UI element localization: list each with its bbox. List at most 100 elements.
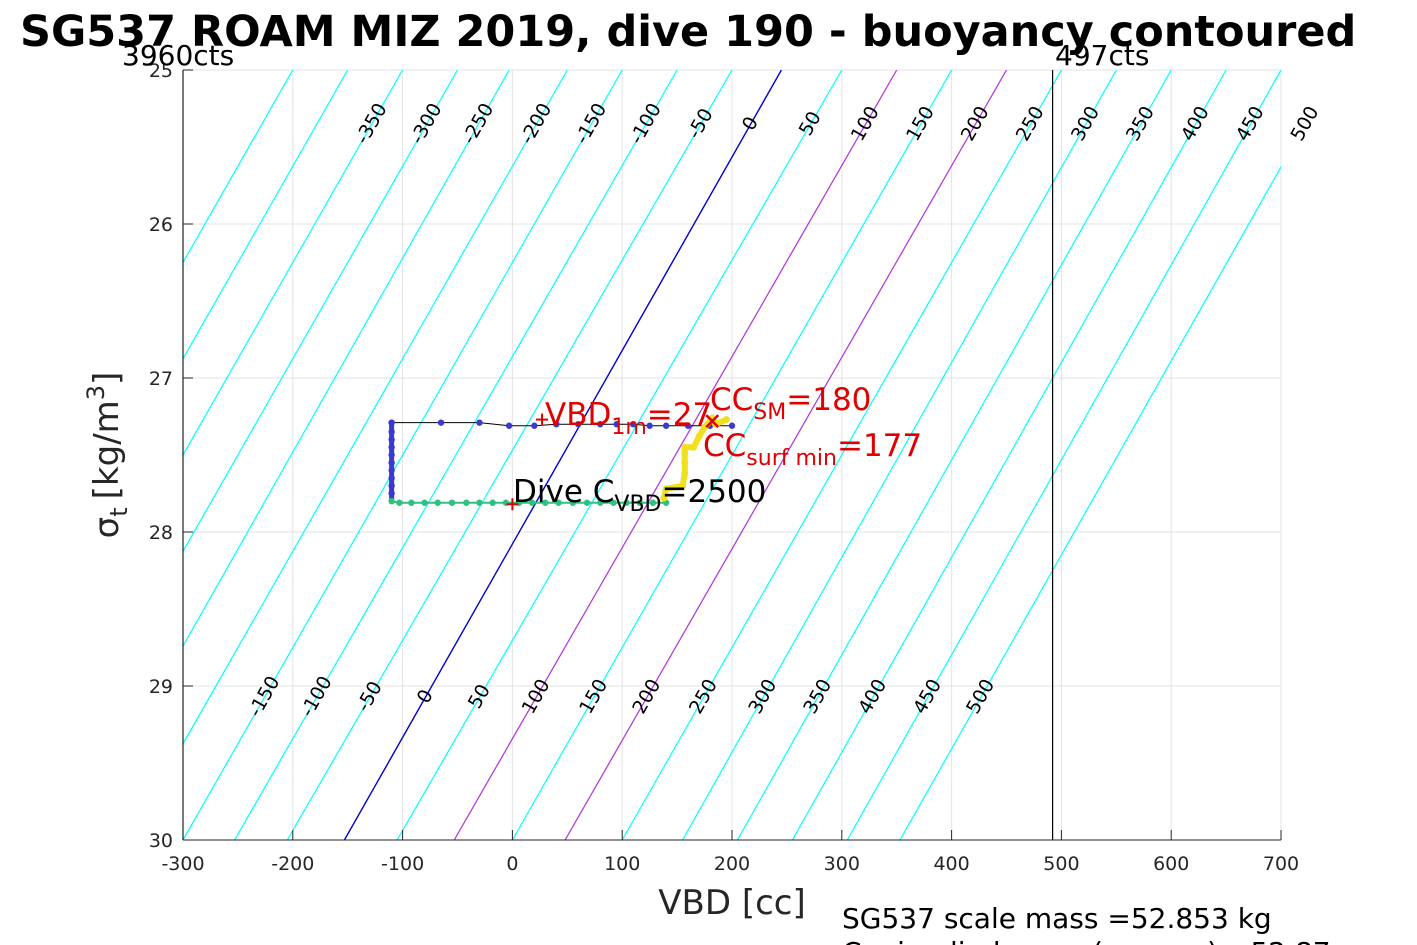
dive-point <box>388 428 395 436</box>
cc-sm-sub: SM <box>753 400 786 425</box>
dive-point <box>646 422 653 429</box>
axes: -300 -200 -100 0 100 200 300 400 500 600 700 25 26 27… <box>149 60 1299 875</box>
x-tick-label: 200 <box>714 853 750 875</box>
vbd-1m-main: VBD <box>545 397 611 433</box>
contour-line <box>621 70 1062 840</box>
surface-point <box>660 494 668 502</box>
vbd-1m-sub: 1m <box>611 415 646 440</box>
x-axis-label: VBD [cc] <box>658 883 806 923</box>
dive-point <box>388 459 395 466</box>
surface-point <box>662 485 670 493</box>
y-label-sup: 3 <box>82 385 110 400</box>
contour-line <box>183 70 294 264</box>
dive-point <box>597 421 604 428</box>
y-label-close: ] <box>87 372 127 385</box>
climb-point <box>489 499 496 506</box>
dive-point <box>613 421 620 428</box>
contour-line <box>453 70 898 840</box>
contour-line <box>899 165 1281 840</box>
contour-line <box>183 70 459 553</box>
surface-point <box>681 459 689 467</box>
cc-sm-tail: =180 <box>786 382 871 418</box>
surface-point <box>679 482 687 490</box>
climb-point <box>388 498 395 505</box>
x-tick-label: 600 <box>1153 853 1189 875</box>
climb-point <box>569 499 576 506</box>
cc-sm-main: CC <box>710 382 753 418</box>
cc-surf-sub: surf min <box>746 446 837 471</box>
dive-point <box>553 421 560 428</box>
contour-line <box>791 70 1227 840</box>
contour-line <box>183 70 623 840</box>
dive-point <box>505 422 513 429</box>
dive-point <box>629 421 637 428</box>
climb-point <box>623 499 630 506</box>
climb-point <box>434 499 441 506</box>
x-tick-label: 700 <box>1263 853 1299 875</box>
climb-point <box>610 499 617 506</box>
surface-point <box>690 443 698 451</box>
y-tick-label: 30 <box>149 830 173 852</box>
dive-point <box>476 419 483 426</box>
dive-point <box>728 422 736 429</box>
dive-c-main: Dive C <box>513 474 614 510</box>
vbd-1m-annotation: VBD1m=27 <box>545 397 712 440</box>
y-label-sigma: σ <box>87 517 127 539</box>
y-tick-label: 27 <box>149 368 173 390</box>
contour-line <box>183 70 510 648</box>
surface-point <box>681 449 689 457</box>
x-marker <box>705 414 720 429</box>
climb-point <box>583 499 591 506</box>
buoyancy-contours <box>183 70 1281 840</box>
x-tick-label: -200 <box>271 853 314 875</box>
contour-line <box>564 70 1008 840</box>
x-tick-label: 0 <box>506 853 518 875</box>
dive-point <box>388 467 395 474</box>
dive-c-annotation: Dive CVBD=2500 <box>513 474 766 517</box>
climb-point <box>463 499 470 506</box>
y-axis-label: σt [kg/m3] <box>82 372 133 539</box>
climb-point <box>421 499 428 506</box>
contour-line <box>736 70 1172 840</box>
contour-line <box>183 70 349 360</box>
surface-point <box>695 433 703 441</box>
dive-c-sub: VBD <box>614 492 661 517</box>
contour-line <box>846 70 1281 840</box>
climb-point <box>448 499 456 506</box>
dive-point <box>388 451 395 459</box>
climb-point <box>528 499 536 506</box>
climb-point <box>476 499 483 506</box>
x-tick-label: 400 <box>933 853 969 875</box>
x-tick-label: 300 <box>824 853 860 875</box>
climb-track-line <box>391 500 667 504</box>
dive-point <box>388 490 395 497</box>
vbd-1m-tail: =27 <box>647 397 712 433</box>
contour-line <box>343 70 783 840</box>
dive-point <box>388 482 395 489</box>
surface-point <box>681 443 689 451</box>
dive-c-tail: =2500 <box>662 474 767 510</box>
climb-point <box>542 499 549 506</box>
dive-point <box>388 474 395 482</box>
contour-line <box>286 70 733 840</box>
y-label-unit: [kg/m <box>87 400 127 499</box>
cc-surf-annotation: CCsurf min=177 <box>703 428 922 471</box>
scale-mass-text: SG537 scale mass =52.853 kg <box>842 902 1272 935</box>
climb-point <box>555 499 562 506</box>
cc-surf-tail: =177 <box>837 428 922 464</box>
dive-point <box>575 421 582 428</box>
y-tick-label: 29 <box>149 676 173 698</box>
dive-point <box>662 422 670 429</box>
y-tick-label: 26 <box>149 214 173 236</box>
contour-line <box>511 70 953 840</box>
dive-point <box>388 419 395 426</box>
count-label-right: 497cts <box>1055 39 1149 72</box>
cc-sm-annotation: CCSM=180 <box>710 382 871 425</box>
x-tick-label: 100 <box>604 853 640 875</box>
x-tick-label: 500 <box>1043 853 1079 875</box>
contour-line <box>682 70 1117 840</box>
dive-point <box>388 444 395 451</box>
x-tick-label: -300 <box>161 853 204 875</box>
contour-line <box>396 70 843 840</box>
